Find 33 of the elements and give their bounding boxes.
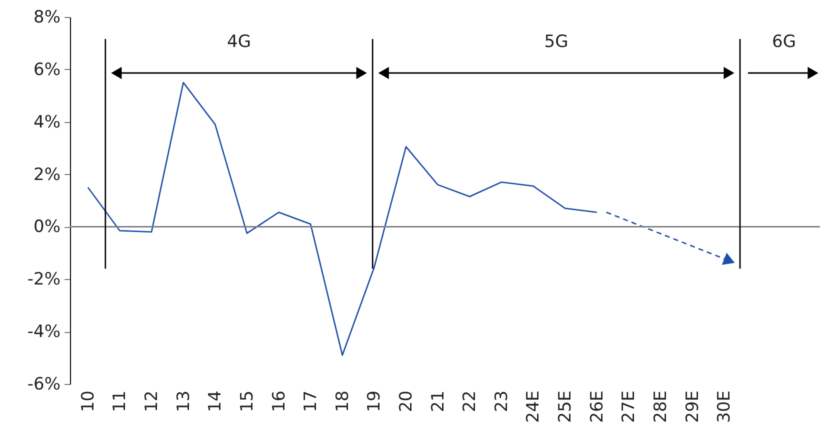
x-tick-label: 21 <box>428 390 448 412</box>
y-tick-label: 6% <box>34 60 60 80</box>
x-tick-label: 10 <box>78 390 98 412</box>
x-tick-label: 18 <box>332 390 353 412</box>
x-tick-label: 20 <box>396 390 416 412</box>
annotation: 4G <box>227 32 251 52</box>
x-tick-label: 14 <box>206 390 226 412</box>
x-tick-label: 11 <box>110 390 130 412</box>
x-tick-label: 27E <box>619 390 640 423</box>
y-tick-label: 8% <box>34 8 60 28</box>
x-tick-label: 15 <box>237 390 258 412</box>
text: 6G <box>772 32 796 52</box>
annotation: 5G <box>544 32 568 52</box>
line-series <box>87 82 598 356</box>
x-tick-label: 26E <box>587 390 608 423</box>
x-tick-label: 28E <box>650 390 671 423</box>
x-tick-label: 24E <box>524 390 544 423</box>
x-tick-label: 25E <box>556 390 576 423</box>
x-tick-label: 13 <box>174 390 194 412</box>
x-tick-label: 29E <box>682 390 703 423</box>
y-tick-label: 4% <box>34 112 60 132</box>
x-tick-label: 12 <box>142 390 162 412</box>
x-tick-label: 22 <box>460 390 480 412</box>
y-tick-label: -4% <box>27 322 60 342</box>
x-tick-label: 17 <box>301 390 322 412</box>
y-tick-label: -6% <box>27 374 60 394</box>
x-tick-label: 30E <box>714 390 735 423</box>
x-tick-label: 23 <box>492 390 512 412</box>
x-tick-label: 19 <box>364 390 385 412</box>
y-tick-label: -2% <box>27 270 60 290</box>
y-tick-label: 0% <box>34 217 60 238</box>
y-tick-label: 2% <box>34 164 60 185</box>
x-tick-label: 16 <box>269 390 290 412</box>
